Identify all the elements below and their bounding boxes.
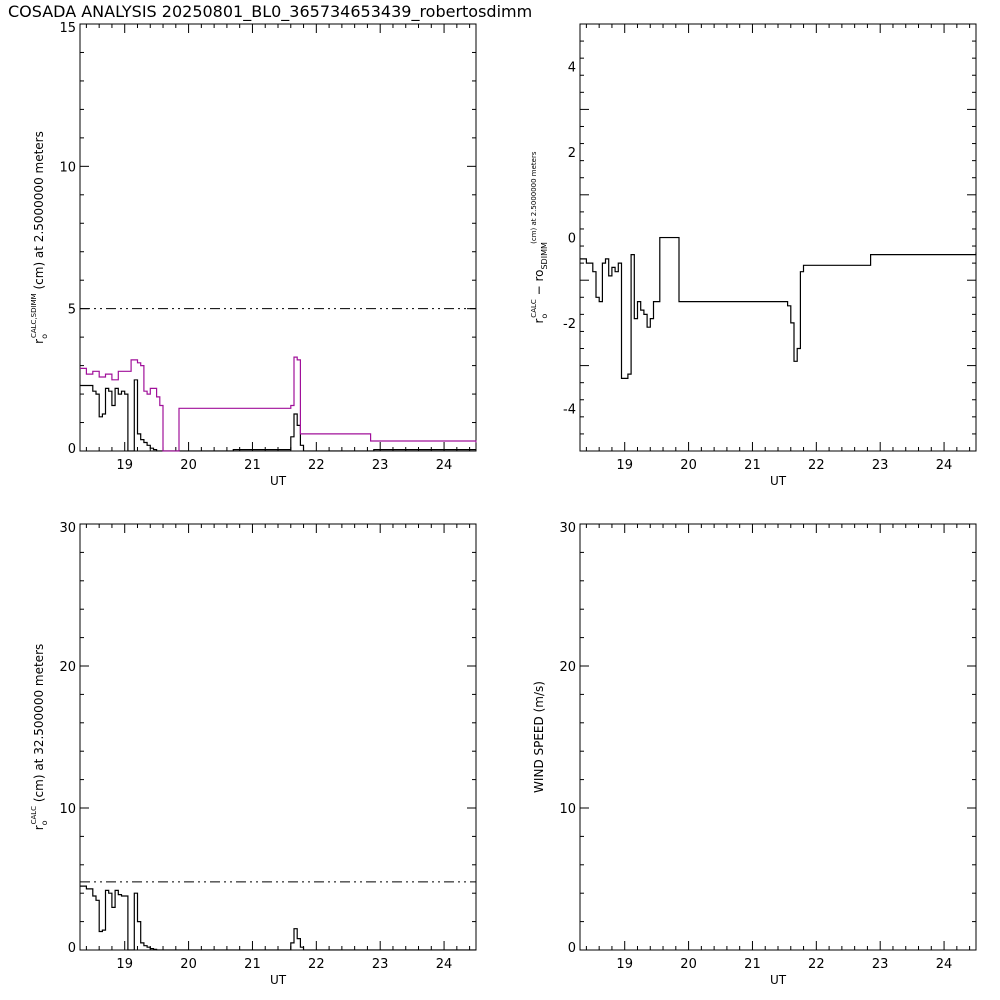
y-tick-label: 0 [568,941,576,956]
x-tick-label: 24 [936,957,953,972]
y-tick-label: 5 [68,303,76,318]
series-line-0 [80,380,476,451]
y-tick-label: 10 [559,802,576,817]
y-tick-label: 0 [68,941,76,956]
y-axis-label: roCALC,SDIMM (cm) at 2.5000000 meters [30,131,49,344]
x-axis-label: UT [270,474,287,488]
plot-frame [579,523,977,951]
x-tick-label: 23 [372,957,389,972]
x-tick-label: 24 [436,957,453,972]
x-tick-label: 23 [372,458,389,473]
x-tick-label: 21 [744,957,761,972]
x-tick-label: 22 [308,957,325,972]
y-tick-label: 0 [568,232,576,247]
y-tick-label: 20 [59,660,76,675]
y-axis-label: roCALC − roSDIMM (cm) at 2.5000000 meter… [530,151,549,323]
figure-title: COSADA ANALYSIS 20250801_BL0_36573465343… [8,2,533,21]
panel-wind-speed: 19 20 21 22 23 24 0 10 20 30 UT WIND SPEED (m/s) [532,521,977,987]
series-line-1 [80,357,476,451]
plot-frame [579,23,977,452]
y-tick-label: 20 [559,660,576,675]
x-tick-label: 20 [680,458,697,473]
x-tick-label: 20 [180,957,197,972]
y-tick-label: 30 [59,521,76,536]
x-tick-label: 23 [872,957,889,972]
y-tick-label: 2 [568,146,576,161]
panel-r0-32.5m: 19 20 21 22 23 24 0 10 20 30 UT roCALC (cm) at 32.5… [30,521,477,987]
x-axis-label: UT [270,973,287,987]
y-tick-label: -4 [563,402,576,417]
y-tick-label: 30 [559,521,576,536]
x-tick-label: 19 [116,458,133,473]
plot-frame [79,523,477,951]
x-tick-label: 21 [744,458,761,473]
y-tick-label: 10 [59,160,76,175]
panel-r0-2.5m: 19 20 21 22 23 24 0 5 10 15 UT roCALC,SDIMM (cm) at… [30,21,476,488]
x-tick-label: 21 [244,458,261,473]
x-axis-label: UT [770,973,787,987]
x-tick-label: 22 [308,458,325,473]
x-tick-label: 20 [680,957,697,972]
series-line-0 [80,886,476,950]
x-tick-label: 19 [116,957,133,972]
y-axis-label: WIND SPEED (m/s) [532,681,546,793]
y-tick-label: 4 [568,61,576,76]
x-tick-label: 23 [872,458,889,473]
x-tick-label: 21 [244,957,261,972]
plot-frame [79,23,477,452]
x-tick-label: 19 [616,957,633,972]
y-tick-label: -2 [563,317,576,332]
y-tick-label: 0 [68,442,76,457]
y-tick-label: 15 [59,21,76,36]
x-tick-label: 22 [808,957,825,972]
series-line-0 [580,238,976,379]
x-axis-label: UT [770,474,787,488]
y-axis-label: roCALC (cm) at 32.500000 meters [30,644,49,831]
x-tick-label: 20 [180,458,197,473]
x-tick-label: 19 [616,458,633,473]
x-tick-label: 24 [936,458,953,473]
y-tick-label: 10 [59,802,76,817]
x-tick-label: 24 [436,458,453,473]
x-tick-label: 22 [808,458,825,473]
